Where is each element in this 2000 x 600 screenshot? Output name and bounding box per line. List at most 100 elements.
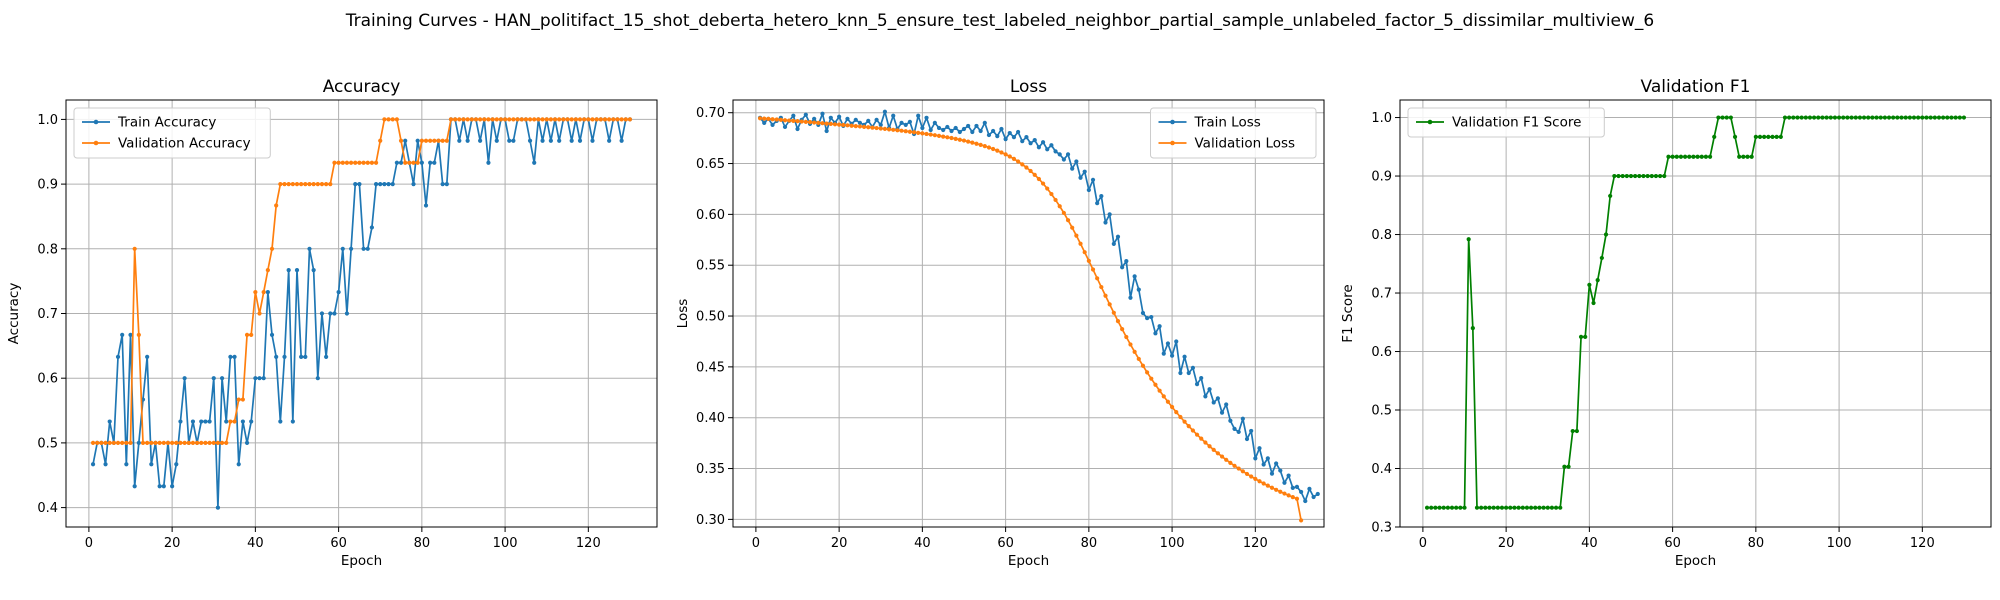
data-point: [1749, 154, 1754, 159]
data-point: [1516, 505, 1521, 510]
data-point: [303, 182, 308, 187]
data-point: [1294, 484, 1300, 489]
x-tick-label: 120: [576, 536, 601, 551]
data-point: [1290, 485, 1295, 490]
data-point: [899, 120, 904, 125]
data-point: [619, 138, 624, 143]
data-point: [874, 117, 879, 122]
data-point: [582, 117, 587, 122]
data-point: [1712, 134, 1717, 139]
data-point: [544, 117, 549, 122]
data-point: [398, 160, 404, 165]
data-point: [1032, 138, 1037, 143]
data-point: [444, 138, 449, 143]
data-point: [1558, 505, 1563, 510]
data-point: [1049, 191, 1054, 197]
data-point: [294, 182, 300, 187]
data-point: [153, 440, 158, 445]
data-point: [1224, 402, 1229, 407]
data-point: [1541, 505, 1546, 510]
data-point: [315, 182, 320, 187]
data-point: [1082, 169, 1087, 174]
data-point: [1495, 505, 1500, 510]
data-point: [1053, 149, 1058, 154]
data-point: [1232, 463, 1237, 468]
data-point: [178, 440, 183, 445]
data-point: [319, 182, 325, 187]
data-point: [1741, 154, 1746, 159]
data-point: [228, 354, 233, 359]
data-point: [1807, 115, 1813, 120]
data-point: [598, 117, 603, 122]
data-point: [1907, 115, 1912, 120]
data-point: [1633, 173, 1638, 179]
data-point: [303, 354, 308, 359]
data-point: [1703, 154, 1708, 159]
y-tick-label: 0.8: [1371, 228, 1392, 243]
data-point: [1140, 363, 1146, 368]
data-point: [757, 116, 763, 121]
data-point: [1253, 456, 1258, 461]
data-point: [577, 138, 583, 143]
data-point: [1662, 173, 1667, 179]
data-point: [120, 440, 125, 445]
data-point: [140, 440, 146, 445]
y-tick-label: 0.6: [1371, 345, 1392, 360]
data-point: [1620, 173, 1625, 179]
data-point: [1578, 334, 1584, 339]
data-point: [473, 117, 479, 122]
data-point: [1194, 432, 1200, 437]
data-point: [1799, 115, 1804, 120]
data-point: [816, 120, 821, 125]
panel-accuracy: Accuracy 0 20 40 60 80 100 120 0.4 0.5 0.6 0.7 0.8 0.…: [6, 77, 658, 569]
data-point: [453, 117, 458, 122]
data-point: [795, 126, 800, 132]
data-point: [170, 484, 175, 489]
data-point: [511, 117, 516, 122]
data-point: [928, 132, 933, 137]
data-point: [1674, 154, 1679, 159]
data-point: [945, 124, 950, 130]
data-point: [1157, 388, 1162, 393]
data-point: [149, 462, 154, 467]
legend-box: [1150, 107, 1317, 159]
data-point: [1616, 173, 1621, 179]
data-point: [523, 117, 529, 122]
panel-title: Validation F1: [1641, 77, 1751, 97]
data-point: [1624, 173, 1629, 179]
data-point: [336, 160, 341, 165]
data-point: [1257, 446, 1262, 451]
data-point: [394, 160, 399, 165]
data-point: [1265, 456, 1270, 461]
data-point: [244, 440, 250, 445]
data-point: [961, 126, 967, 132]
data-point: [1812, 115, 1817, 120]
data-point: [1074, 159, 1079, 164]
data-point: [261, 376, 266, 381]
data-point: [1244, 471, 1250, 477]
x-tick-label: 80: [1748, 536, 1765, 551]
data-point: [807, 120, 813, 125]
y-tick-label: 0.65: [696, 157, 725, 172]
data-point: [249, 419, 254, 424]
data-point: [1061, 157, 1066, 162]
data-point: [1899, 115, 1904, 120]
data-point: [1533, 505, 1538, 510]
data-point: [465, 138, 470, 143]
data-point: [803, 112, 808, 117]
y-tick-label: 1.0: [1371, 111, 1392, 126]
data-point: [1757, 134, 1763, 139]
data-point: [995, 148, 1000, 153]
series-validation-accuracy: [90, 117, 633, 445]
data-point: [1774, 134, 1779, 139]
data-point: [478, 117, 483, 122]
data-point: [1290, 495, 1295, 500]
data-point: [1916, 115, 1921, 120]
data-point: [916, 130, 921, 135]
legend-swatch-marker: [93, 140, 99, 146]
data-point: [199, 440, 204, 445]
data-point: [240, 419, 245, 424]
data-point: [145, 440, 150, 445]
data-point: [1836, 115, 1842, 120]
data-point: [945, 135, 950, 140]
